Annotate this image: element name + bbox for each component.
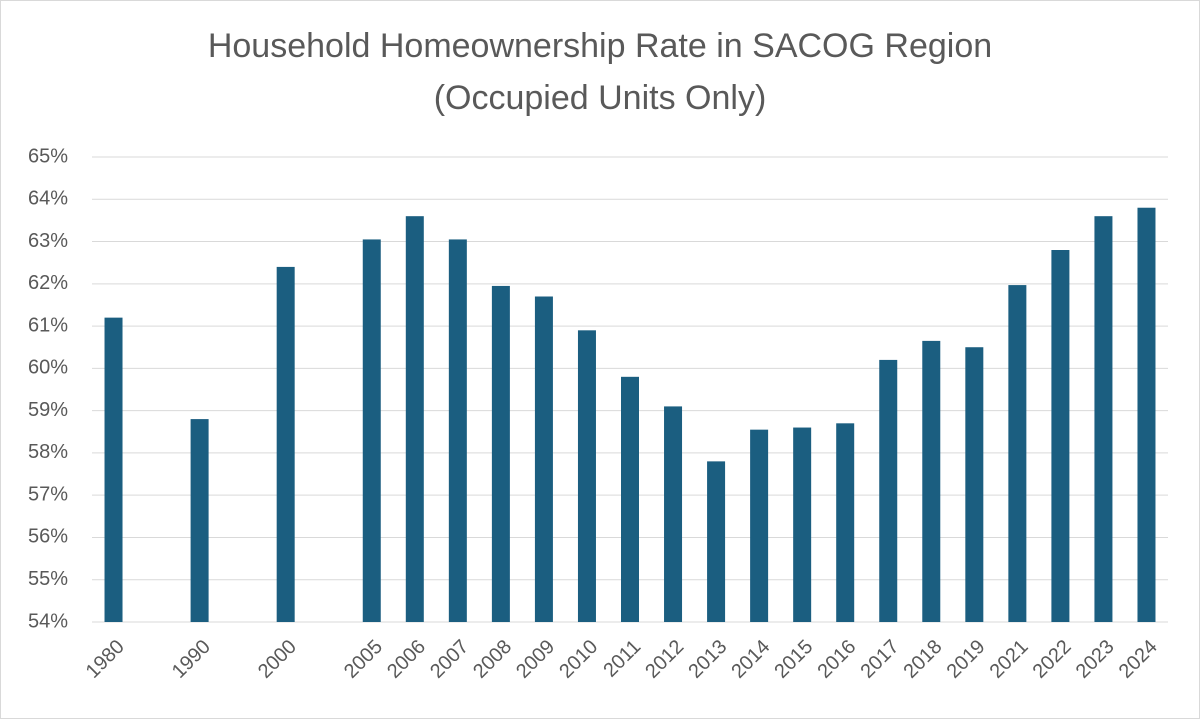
y-tick-label: 58% xyxy=(28,441,68,463)
bar xyxy=(405,216,424,622)
bar xyxy=(491,285,510,622)
bar xyxy=(707,461,726,622)
bar xyxy=(664,406,683,622)
y-tick-label: 59% xyxy=(28,399,68,421)
y-tick-label: 64% xyxy=(28,188,68,210)
chart-title: Household Homeownership Rate in SACOG Re… xyxy=(208,27,992,65)
bar xyxy=(534,296,553,622)
bar xyxy=(1094,216,1113,622)
y-tick-label: 54% xyxy=(28,610,68,632)
bar xyxy=(621,376,639,622)
bar xyxy=(836,423,855,622)
bar xyxy=(793,427,812,622)
y-tick-label: 60% xyxy=(28,357,68,379)
y-tick-label: 56% xyxy=(28,526,68,548)
bar xyxy=(190,419,209,622)
bar xyxy=(965,347,984,622)
bar xyxy=(1051,250,1070,622)
y-tick-label: 61% xyxy=(28,314,68,336)
bar xyxy=(276,266,295,622)
bar xyxy=(1137,207,1156,622)
bar xyxy=(104,317,123,622)
y-tick-label: 63% xyxy=(28,230,68,252)
bar xyxy=(922,340,941,622)
bar xyxy=(879,359,898,622)
bar xyxy=(362,239,381,622)
bar xyxy=(577,330,596,622)
bar xyxy=(1008,285,1027,622)
bar xyxy=(448,239,467,622)
y-tick-label: 55% xyxy=(28,568,68,590)
bar xyxy=(750,429,769,622)
y-tick-label: 65% xyxy=(28,145,68,167)
chart-subtitle: (Occupied Units Only) xyxy=(434,79,767,117)
y-tick-label: 57% xyxy=(28,483,68,505)
y-tick-label: 62% xyxy=(28,272,68,294)
